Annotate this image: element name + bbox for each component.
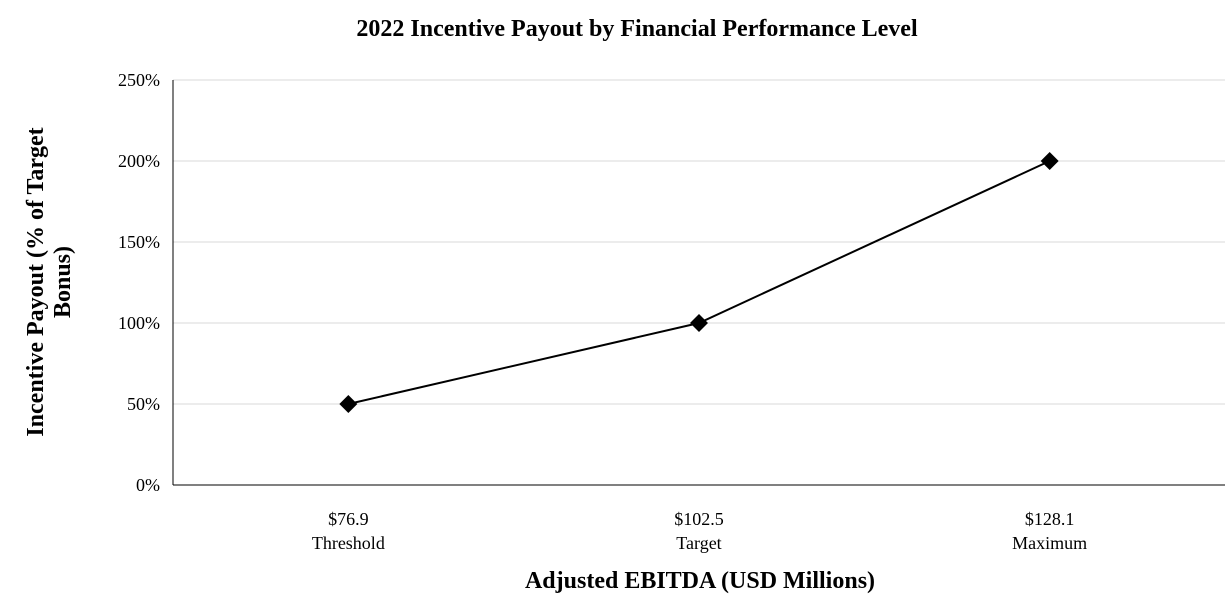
- x-tick-value: $128.1: [1025, 509, 1075, 529]
- data-points: [339, 152, 1059, 413]
- y-tick-label: 200%: [118, 151, 160, 171]
- gridlines: [173, 79, 1225, 405]
- series-line-0: [348, 160, 1051, 405]
- x-tick-label: Target: [676, 533, 721, 553]
- y-tick-labels: 0% 50% 100% 150% 200% 250%: [118, 70, 160, 495]
- data-point-target: [690, 314, 708, 332]
- y-axis-title-line-1: Incentive Payout (% of Target: [23, 127, 49, 436]
- y-tick-label: 250%: [118, 70, 160, 90]
- x-tick-value: $102.5: [674, 509, 724, 529]
- x-tick-labels: $76.9 Threshold $102.5 Target $128.1 Maximum: [312, 509, 1087, 553]
- y-tick-label: 50%: [127, 394, 160, 414]
- x-tick-label: Threshold: [312, 533, 385, 553]
- y-axis-title-line-2: Bonus): [50, 246, 76, 318]
- data-point-threshold: [339, 395, 358, 413]
- x-tick-value: $76.9: [328, 509, 369, 529]
- y-tick-label: 0%: [136, 475, 160, 495]
- series-line: [348, 160, 1051, 405]
- x-tick-label: Maximum: [1012, 533, 1087, 553]
- y-axis-title: Incentive Payout (% of Target Bonus): [23, 127, 76, 436]
- x-axis-title: Adjusted EBITDA (USD Millions): [525, 568, 875, 594]
- y-tick-label: 150%: [118, 232, 160, 252]
- data-point-maximum: [1040, 152, 1059, 170]
- y-tick-label: 100%: [118, 313, 160, 333]
- chart-title: 2022 Incentive Payout by Financial Perfo…: [356, 16, 918, 42]
